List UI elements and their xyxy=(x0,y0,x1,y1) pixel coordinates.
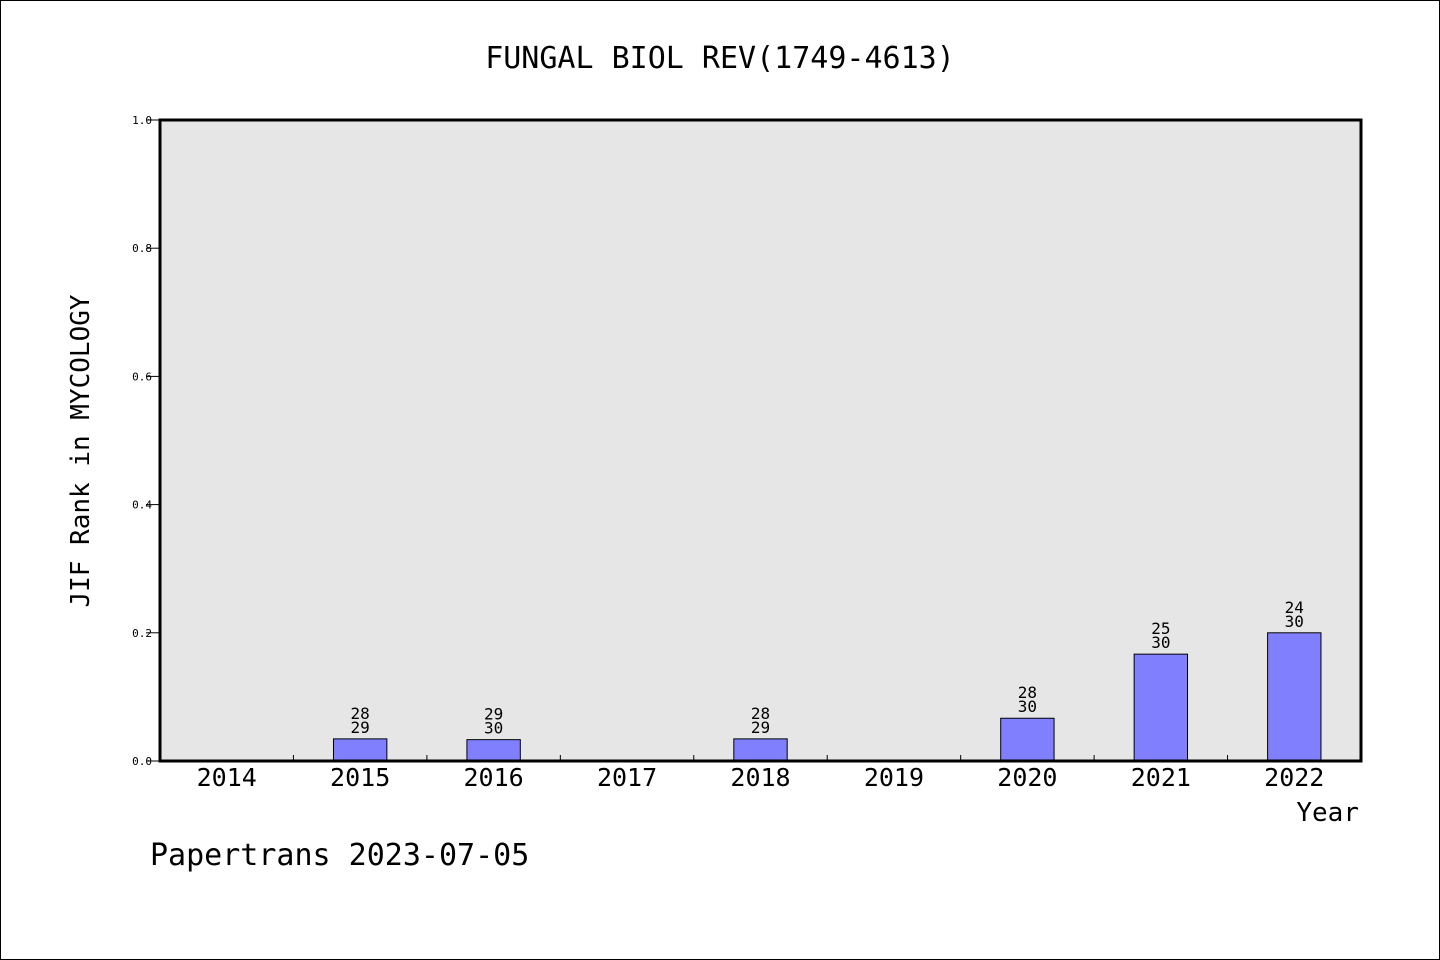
bar-rank-label: 28 xyxy=(751,704,770,723)
bar xyxy=(332,738,388,762)
x-tick-label: 2018 xyxy=(730,763,790,792)
x-axis-title: Year xyxy=(1296,798,1359,828)
bar-total-label: 30 xyxy=(1151,633,1170,652)
x-axis-ticks: 2014 2015 2016 2017 2018 2019 2020 2021 2022 xyxy=(197,755,1324,792)
bar-rank-label: 29 xyxy=(484,705,503,724)
y-tick-label: 0.2 xyxy=(132,627,152,640)
x-tick-label: 2017 xyxy=(597,763,657,792)
bar xyxy=(1000,717,1055,762)
bar xyxy=(466,739,521,762)
chart-title: FUNGAL BIOL REV(1749-4613) xyxy=(485,41,955,76)
bar-total-label: 30 xyxy=(1285,612,1304,631)
x-tick-label: 2022 xyxy=(1264,763,1324,792)
x-tick-label: 2021 xyxy=(1131,763,1191,792)
bar-rank-label: 28 xyxy=(351,704,370,723)
y-tick-label: 0.8 xyxy=(132,242,152,255)
bar xyxy=(1267,632,1322,762)
bar-total-label: 29 xyxy=(751,718,770,737)
y-tick-label: 0.0 xyxy=(132,755,152,768)
bar xyxy=(733,738,788,762)
y-axis-title: JIF Rank in MYCOLOGY xyxy=(66,294,96,607)
x-tick-label: 2015 xyxy=(330,763,390,792)
x-tick-label: 2019 xyxy=(864,763,924,792)
bar-rank-label: 25 xyxy=(1151,619,1170,638)
bars-group xyxy=(332,632,1322,762)
bar-total-label: 30 xyxy=(1018,697,1037,716)
bar xyxy=(1133,653,1189,762)
y-axis-ticks: 0.0 0.2 0.4 0.6 0.8 1.0 xyxy=(132,114,160,768)
y-tick-label: 0.4 xyxy=(132,499,152,512)
y-tick-label: 0.6 xyxy=(132,370,152,383)
x-tick-label: 2016 xyxy=(464,763,524,792)
bar-total-label: 30 xyxy=(484,719,503,738)
bar-rank-label: 28 xyxy=(1018,683,1037,702)
x-tick-label: 2014 xyxy=(197,763,257,792)
bar-total-label: 29 xyxy=(351,718,370,737)
bar-rank-label: 24 xyxy=(1285,598,1304,617)
footer-credit: Papertrans 2023-07-05 xyxy=(150,838,529,873)
x-tick-label: 2020 xyxy=(997,763,1057,792)
y-tick-label: 1.0 xyxy=(132,114,152,127)
plot-border xyxy=(158,118,1363,763)
